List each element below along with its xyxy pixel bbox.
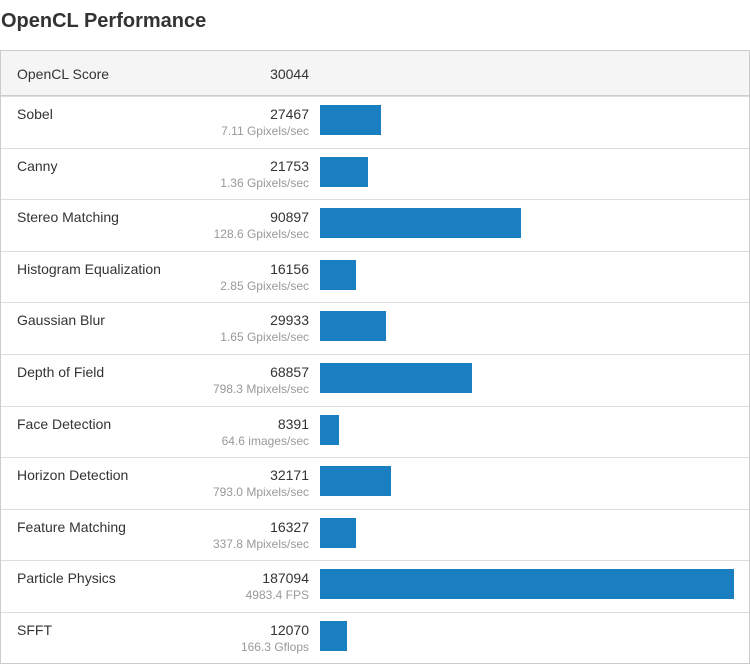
result-row: Canny 21753 1.36 Gpixels/sec	[1, 147, 749, 200]
result-row: Stereo Matching 90897 128.6 Gpixels/sec	[1, 199, 749, 251]
test-name: Feature Matching	[17, 518, 126, 535]
test-rate: 793.0 Mpixels/sec	[212, 485, 309, 500]
score-bar	[320, 363, 473, 393]
test-name: Histogram Equalization	[17, 260, 161, 277]
score-bar	[320, 569, 734, 600]
test-rate: 1.65 Gpixels/sec	[220, 330, 309, 345]
result-row: Histogram Equalization 16156 2.85 Gpixels/…	[1, 250, 749, 303]
score-bar	[320, 311, 387, 342]
test-name: Horizon Detection	[17, 467, 129, 484]
test-rate: 798.3 Mpixels/sec	[212, 382, 309, 396]
score-bar	[320, 259, 356, 290]
score-bar	[320, 156, 369, 187]
result-row: SFFT 12070 166.3 Gflops	[1, 612, 749, 664]
test-rate: 166.3 Gflops	[240, 640, 309, 654]
test-rate: 4983.4 FPS	[245, 588, 309, 603]
test-score: 12070	[270, 622, 309, 638]
score-bar	[320, 621, 347, 651]
test-name: Sobel	[17, 106, 53, 122]
score-bar	[320, 105, 381, 135]
test-rate: 7.11 Gpixels/sec	[221, 124, 309, 138]
test-name: Face Detection	[17, 415, 112, 432]
test-name: Stereo Matching	[17, 209, 119, 226]
test-name: SFFT	[17, 622, 52, 638]
test-rate: 128.6 Gpixels/sec	[213, 227, 309, 242]
test-name: Canny	[17, 157, 58, 174]
result-row: Gaussian Blur 29933 1.65 Gpixels/sec	[1, 302, 749, 354]
test-name: Particle Physics	[17, 570, 116, 587]
test-score: 16156	[270, 260, 309, 277]
test-name: Depth of Field	[17, 364, 105, 380]
score-bar	[320, 414, 339, 445]
test-rate: 2.85 Gpixels/sec	[220, 278, 309, 293]
score-bar	[320, 208, 522, 239]
result-row: Particle Physics 187094 4983.4 FPS	[1, 560, 749, 612]
score-bar	[320, 466, 392, 497]
header-score: 30044	[270, 66, 309, 82]
test-score: 90897	[270, 209, 309, 226]
test-score: 21753	[270, 157, 309, 174]
test-name: Gaussian Blur	[17, 312, 105, 329]
test-rate: 337.8 Mpixels/sec	[212, 536, 309, 551]
result-row: Depth of Field 68857 798.3 Mpixels/sec	[1, 354, 749, 406]
test-score: 16327	[270, 518, 309, 535]
test-rate: 64.6 images/sec	[221, 433, 309, 448]
test-score: 8391	[277, 415, 309, 432]
test-score: 187094	[262, 570, 309, 587]
test-score: 32171	[270, 467, 309, 484]
page-title: OpenCL Performance	[1, 10, 207, 32]
result-row: Face Detection 8391 64.6 images/sec	[1, 405, 749, 458]
header-row: OpenCL Score 30044	[1, 51, 749, 96]
test-score: 29933	[270, 312, 309, 329]
test-score: 68857	[270, 364, 309, 380]
result-row: Horizon Detection 32171 793.0 Mpixels/sec	[1, 457, 749, 509]
header-label: OpenCL Score	[17, 66, 110, 82]
result-row: Sobel 27467 7.11 Gpixels/sec	[1, 96, 749, 148]
test-score: 27467	[270, 106, 309, 122]
result-row: Feature Matching 16327 337.8 Mpixels/sec	[1, 508, 749, 561]
test-rate: 1.36 Gpixels/sec	[220, 175, 309, 190]
results-table: OpenCL Score 30044 Sobel 27467 7.11 Gpixel…	[0, 50, 750, 664]
score-bar	[320, 517, 357, 548]
